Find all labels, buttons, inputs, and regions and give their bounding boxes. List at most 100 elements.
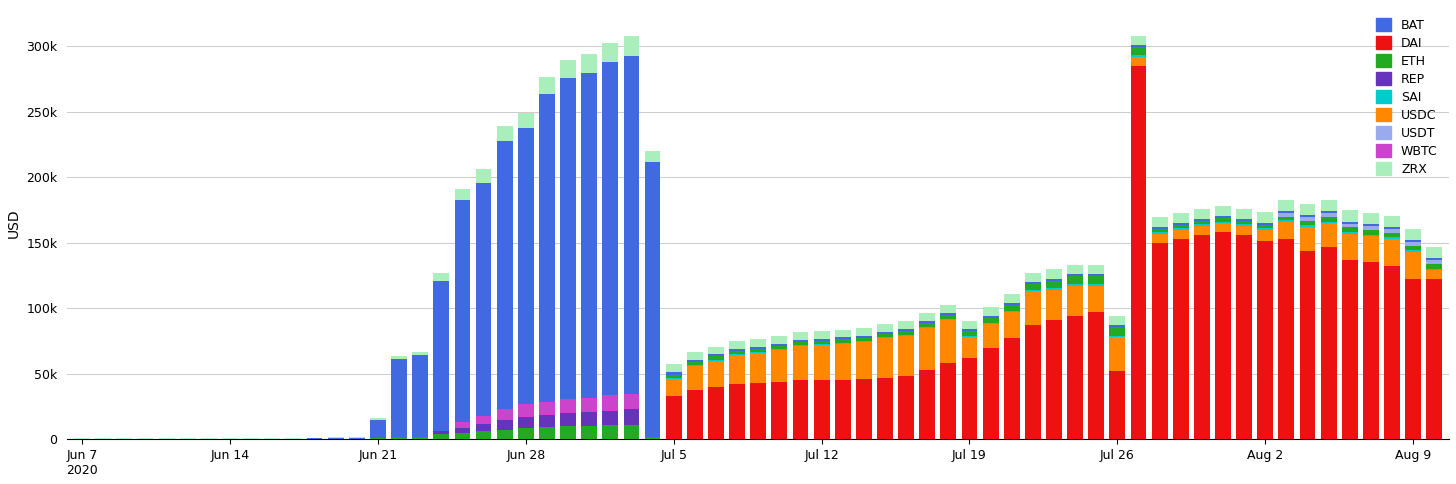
Bar <box>1385 227 1399 229</box>
Bar <box>623 36 639 56</box>
Bar <box>561 399 577 413</box>
Bar <box>1278 217 1294 220</box>
Bar <box>1236 226 1252 235</box>
Bar <box>623 394 639 409</box>
Bar <box>1427 247 1443 258</box>
Bar <box>1174 223 1188 225</box>
Bar <box>919 323 935 327</box>
Bar <box>1025 282 1041 284</box>
Bar <box>201 438 217 439</box>
Bar <box>1236 209 1252 219</box>
Bar <box>1109 335 1125 337</box>
Bar <box>708 387 724 439</box>
Bar <box>1385 237 1399 239</box>
Bar <box>1278 211 1294 213</box>
Bar <box>1216 216 1230 218</box>
Bar <box>772 336 788 344</box>
Bar <box>1427 260 1443 264</box>
Bar <box>476 169 492 182</box>
Bar <box>772 349 788 350</box>
Bar <box>877 378 893 439</box>
Bar <box>1321 247 1337 439</box>
Bar <box>1405 229 1421 240</box>
Bar <box>561 426 577 439</box>
Bar <box>1194 226 1210 235</box>
Bar <box>349 438 364 439</box>
Bar <box>518 128 534 404</box>
Bar <box>856 338 872 341</box>
Bar <box>1363 262 1379 439</box>
Bar <box>1088 276 1104 285</box>
Bar <box>772 382 788 439</box>
Bar <box>834 337 850 339</box>
Bar <box>772 344 788 346</box>
Bar <box>1278 200 1294 211</box>
Bar <box>1363 224 1379 226</box>
Bar <box>1067 265 1083 274</box>
Bar <box>687 352 703 360</box>
Bar <box>1109 325 1125 327</box>
Bar <box>1236 235 1252 439</box>
Bar <box>708 356 724 360</box>
Bar <box>645 437 661 439</box>
Bar <box>1258 225 1273 228</box>
Bar <box>814 344 830 345</box>
Bar <box>729 341 745 349</box>
Bar <box>687 366 703 390</box>
Bar <box>1427 270 1443 279</box>
Bar <box>603 43 619 62</box>
Legend: BAT, DAI, ETH, REP, SAI, USDC, USDT, WBTC, ZRX: BAT, DAI, ETH, REP, SAI, USDC, USDT, WBT… <box>1372 13 1443 181</box>
Bar <box>1342 211 1357 222</box>
Bar <box>1363 230 1379 235</box>
Bar <box>961 329 977 331</box>
Bar <box>834 339 850 343</box>
Bar <box>581 426 597 439</box>
Bar <box>729 351 745 354</box>
Bar <box>665 375 681 378</box>
Bar <box>1003 304 1019 311</box>
Bar <box>581 73 597 398</box>
Bar <box>1385 229 1399 233</box>
Bar <box>750 353 766 383</box>
Bar <box>1194 224 1210 226</box>
Bar <box>941 315 957 319</box>
Bar <box>665 372 681 375</box>
Bar <box>74 438 90 439</box>
Bar <box>1427 269 1443 270</box>
Bar <box>1363 236 1379 262</box>
Bar <box>95 438 111 439</box>
Bar <box>856 336 872 338</box>
Bar <box>1088 286 1104 312</box>
Bar <box>476 416 492 424</box>
Bar <box>1194 219 1210 221</box>
Bar <box>898 377 914 439</box>
Bar <box>1130 57 1146 66</box>
Bar <box>138 438 153 439</box>
Bar <box>1088 274 1104 276</box>
Bar <box>1427 279 1443 439</box>
Bar <box>539 402 555 415</box>
Bar <box>349 437 364 438</box>
Bar <box>496 409 513 420</box>
Bar <box>1174 239 1188 439</box>
Bar <box>370 418 386 420</box>
Bar <box>434 281 450 431</box>
Bar <box>1363 213 1379 224</box>
Bar <box>392 438 408 439</box>
Bar <box>1236 219 1252 221</box>
Bar <box>941 313 957 315</box>
Bar <box>496 430 513 439</box>
Bar <box>898 331 914 335</box>
Bar <box>539 76 555 94</box>
Bar <box>1067 286 1083 316</box>
Bar <box>1194 235 1210 439</box>
Bar <box>983 318 999 323</box>
Bar <box>1194 221 1210 224</box>
Bar <box>392 359 408 438</box>
Bar <box>687 390 703 439</box>
Bar <box>434 431 450 434</box>
Bar <box>1278 220 1294 222</box>
Bar <box>1405 252 1421 279</box>
Bar <box>1152 217 1168 227</box>
Bar <box>877 332 893 334</box>
